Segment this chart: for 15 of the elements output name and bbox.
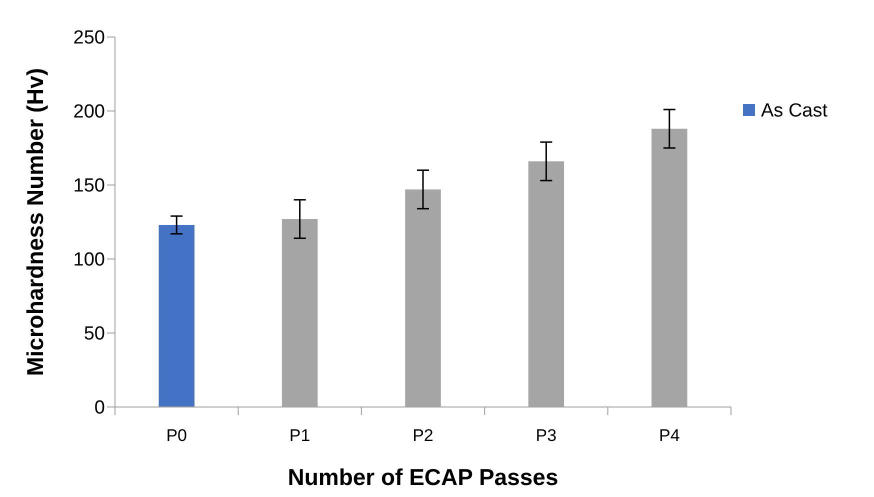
x-tick-label: P4: [659, 426, 680, 445]
y-tick-label: 200: [73, 102, 105, 123]
x-tick-label: P3: [536, 426, 557, 445]
y-tick-label: 250: [73, 28, 105, 49]
y-tick-label: 50: [84, 324, 105, 345]
x-tick-label: P1: [289, 426, 310, 445]
legend-label: As Cast: [761, 100, 828, 122]
x-tick-label: P0: [166, 426, 187, 445]
y-tick-label: 150: [73, 176, 105, 197]
y-axis-title: Microhardness Number (Hv): [22, 68, 48, 376]
x-tick-label: P2: [412, 426, 434, 445]
y-tick-label: 0: [94, 398, 105, 419]
y-tick-label: 100: [73, 250, 105, 271]
bar: [158, 224, 194, 407]
x-axis-title: Number of ECAP Passes: [288, 464, 558, 490]
